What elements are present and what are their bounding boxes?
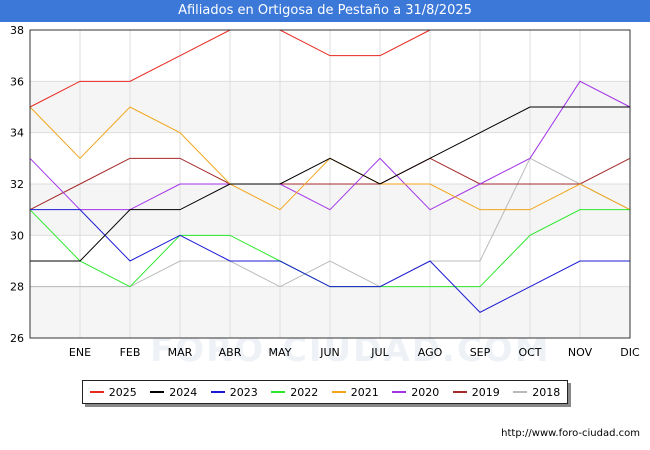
y-tick-label: 34 [10, 127, 24, 140]
legend-item-2020: 2020 [392, 386, 439, 399]
x-tick-label: SEP [470, 346, 491, 359]
y-tick-label: 26 [10, 332, 24, 345]
legend-label: 2018 [532, 385, 561, 399]
legend-label: 2021 [350, 385, 379, 399]
x-tick-label: NOV [568, 346, 593, 359]
legend-label: 2024 [169, 385, 198, 399]
series-line-2024 [30, 106, 630, 262]
legend-swatch [89, 391, 104, 393]
series-lines [29, 29, 631, 313]
x-tick-label: JUN [319, 346, 340, 359]
legend-label: 2023 [229, 385, 258, 399]
legend-item-2021: 2021 [331, 385, 379, 399]
chart-title: Afiliados en Ortigosa de Pestaño a 31/8/… [0, 0, 650, 22]
x-axis: ENE FEB MAR ABR MAY JUN JUL AGO SEP OCT NOV DIC [69, 346, 640, 359]
legend-label: 2025 [108, 385, 137, 399]
x-tick-label: OCT [518, 346, 541, 359]
legend-label: 2020 [411, 385, 440, 399]
x-tick-label: MAY [269, 346, 292, 359]
legend-swatch [513, 391, 528, 393]
y-tick-label: 28 [10, 281, 24, 294]
legend-item-2018: 2018 [513, 386, 560, 399]
legend-item-2019: 2019 [452, 385, 500, 399]
legend-swatch [392, 391, 407, 393]
plot-frame [29, 29, 631, 339]
y-tick-label: 38 [10, 24, 24, 37]
y-tick-label: 30 [10, 229, 24, 242]
legend-swatch [210, 391, 225, 393]
legend-swatch [271, 391, 286, 393]
x-tick-label: AGO [418, 346, 443, 359]
x-tick-label: DIC [620, 346, 640, 359]
legend-swatch [452, 391, 467, 393]
x-tick-label: JUL [370, 346, 389, 359]
series-line-2023 [30, 209, 630, 313]
legend-item-2025: 2025 [89, 385, 137, 399]
legend-label: 2019 [471, 385, 500, 399]
legend: 2025 2024 2023 2022 2021 2020 2019 2018 [82, 380, 568, 404]
x-tick-label: MAR [168, 346, 193, 359]
legend-label: 2022 [290, 385, 319, 399]
y-axis: 26 28 30 32 34 36 38 [10, 24, 24, 345]
legend-swatch [150, 391, 165, 393]
x-tick-label: ABR [219, 346, 242, 359]
y-tick-label: 32 [10, 178, 24, 191]
x-tick-label: ENE [69, 346, 91, 359]
legend-swatch [331, 391, 346, 393]
legend-item-2024: 2024 [150, 386, 197, 399]
y-tick-label: 36 [10, 75, 24, 88]
source-credit: http://www.foro-ciudad.com [501, 428, 640, 439]
legend-item-2022: 2022 [271, 386, 318, 399]
series-line-2019 [29, 157, 631, 211]
x-tick-label: FEB [120, 346, 141, 359]
legend-item-2023: 2023 [210, 385, 258, 399]
